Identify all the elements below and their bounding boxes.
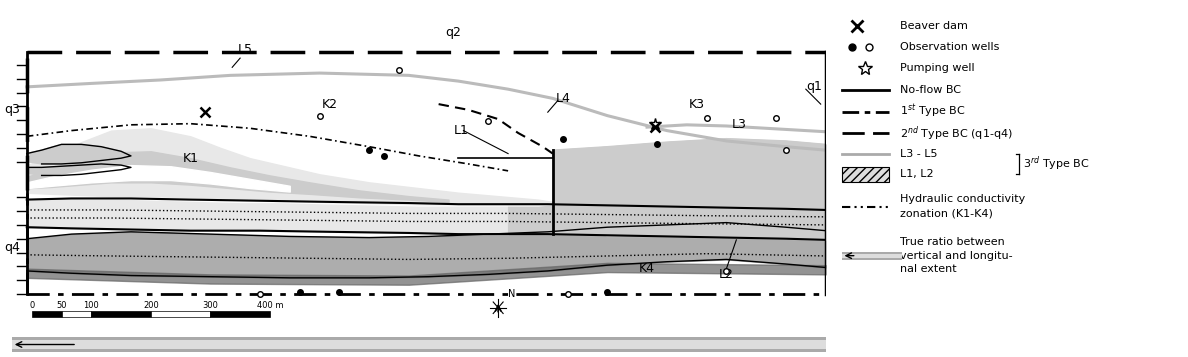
Text: 1$^{st}$ Type BC: 1$^{st}$ Type BC [901, 103, 966, 120]
Text: 3$^{rd}$ Type BC: 3$^{rd}$ Type BC [1023, 155, 1089, 174]
Text: q2: q2 [446, 26, 461, 39]
Bar [12, 337, 826, 352]
Bar [12, 340, 826, 349]
Text: K2: K2 [322, 97, 337, 111]
Text: Hydraulic conductivity: Hydraulic conductivity [901, 194, 1025, 204]
Text: 400 m: 400 m [257, 301, 283, 310]
Text: q4: q4 [4, 241, 20, 255]
Text: 2$^{nd}$ Type BC (q1-q4): 2$^{nd}$ Type BC (q1-q4) [901, 124, 1013, 142]
Text: nal extent: nal extent [901, 264, 958, 274]
Text: L3 - L5: L3 - L5 [901, 149, 939, 159]
Polygon shape [27, 144, 131, 175]
Bar [841, 253, 902, 258]
Text: Observation wells: Observation wells [901, 42, 1000, 52]
Polygon shape [552, 139, 826, 237]
Bar [151, 311, 210, 317]
Text: 100: 100 [83, 301, 99, 310]
Text: K1: K1 [183, 152, 198, 165]
Bar [91, 311, 151, 317]
Text: 200: 200 [143, 301, 159, 310]
Text: L2: L2 [719, 268, 734, 281]
Text: L1: L1 [454, 124, 468, 137]
Polygon shape [459, 158, 552, 204]
Text: L5: L5 [238, 43, 253, 56]
Bar [841, 252, 902, 260]
Text: 50: 50 [56, 301, 67, 310]
Text: Pumping well: Pumping well [901, 64, 975, 74]
Text: L3: L3 [732, 118, 746, 131]
Text: L4: L4 [556, 92, 570, 105]
Text: q1: q1 [805, 80, 822, 94]
Text: Beaver dam: Beaver dam [901, 21, 968, 31]
Bar [210, 311, 270, 317]
Bar [841, 167, 889, 182]
Text: 300: 300 [202, 301, 219, 310]
Text: No-flow BC: No-flow BC [901, 85, 961, 95]
Text: 0: 0 [29, 301, 34, 310]
Bar [32, 311, 62, 317]
Text: K4: K4 [639, 262, 655, 275]
Text: L1, L2: L1, L2 [901, 169, 934, 179]
Text: N: N [508, 288, 516, 298]
Text: q3: q3 [4, 104, 20, 116]
Text: True ratio between: True ratio between [901, 237, 1005, 247]
Bar [62, 311, 91, 317]
Text: zonation (K1-K4): zonation (K1-K4) [901, 208, 993, 218]
Text: K3: K3 [689, 97, 704, 111]
Text: vertical and longitu-: vertical and longitu- [901, 251, 1013, 261]
